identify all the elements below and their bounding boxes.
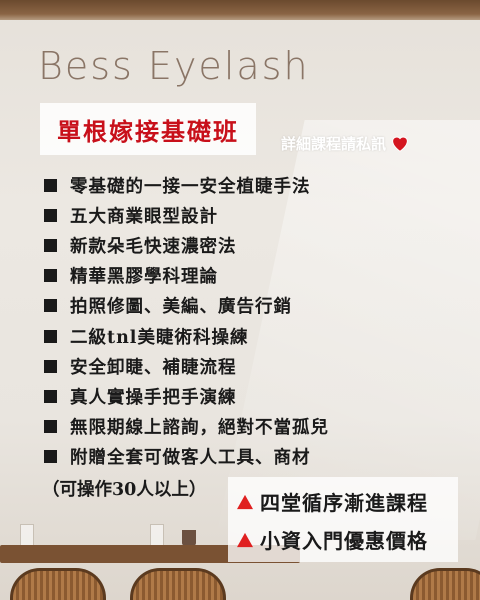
square-bullet-icon	[44, 329, 57, 343]
list-item: 五大商業眼型設計	[44, 200, 329, 230]
feature-text: 新款朵毛快速濃密法	[70, 236, 237, 257]
promo-text: 小資入門優惠價格	[260, 529, 428, 553]
list-item: 附贈全套可做客人工具、商材	[44, 442, 329, 472]
square-bullet-icon	[44, 238, 57, 252]
square-bullet-icon	[44, 208, 57, 222]
feature-text: 精華黑膠學科理論	[70, 267, 218, 288]
square-bullet-icon	[44, 359, 57, 373]
list-item: 安全卸睫、補睫流程	[44, 351, 329, 381]
promo-line: 小資入門優惠價格	[236, 525, 428, 554]
rattan-chair	[410, 568, 480, 600]
course-title: 單根嫁接基礎班	[57, 116, 239, 146]
list-item: 零基礎的一接一安全植睫手法	[44, 170, 329, 200]
feature-text: 附贈全套可做客人工具、商材	[70, 448, 311, 469]
feature-text: 零基礎的一接一安全植睫手法	[70, 176, 311, 197]
square-bullet-icon	[44, 450, 57, 464]
list-item: 新款朵毛快速濃密法	[44, 230, 329, 260]
list-item: 二級tnl美睫術科操練	[44, 321, 329, 351]
feature-text: 安全卸睫、補睫流程	[70, 357, 237, 378]
feature-text: 拍照修圖、美編、廣告行銷	[70, 297, 292, 318]
promo-text: 四堂循序漸進課程	[260, 491, 428, 515]
warning-triangle-icon	[237, 494, 253, 509]
coffee-cup	[182, 530, 196, 546]
feature-text: 二級tnl美睫術科操練	[70, 327, 249, 348]
promo-line: 四堂循序漸進課程	[236, 487, 428, 516]
square-bullet-icon	[44, 299, 57, 313]
feature-text: 真人實操手把手演練	[70, 387, 237, 408]
wood-beam	[0, 0, 480, 20]
dm-note: 詳細課程請私訊	[281, 132, 411, 154]
list-item: 拍照修圖、美編、廣告行銷	[44, 291, 329, 321]
cafe-table	[0, 545, 300, 563]
list-item: 精華黑膠學科理論	[44, 261, 329, 291]
square-bullet-icon	[44, 389, 57, 403]
heart-icon	[392, 136, 408, 152]
capacity-note: （可操作30人以上）	[42, 480, 207, 500]
list-item: 無限期線上諮詢，絕對不當孤兒	[44, 412, 329, 442]
rattan-chair	[130, 568, 226, 600]
feature-list: 零基礎的一接一安全植睫手法 五大商業眼型設計 新款朵毛快速濃密法 精華黑膠學科理…	[44, 170, 329, 472]
promo-box: 四堂循序漸進課程 小資入門優惠價格	[228, 477, 458, 562]
feature-text: 無限期線上諮詢，絕對不當孤兒	[70, 418, 329, 439]
dm-text: 詳細課程請私訊	[281, 134, 387, 153]
square-bullet-icon	[44, 178, 57, 192]
feature-text: 五大商業眼型設計	[70, 206, 218, 227]
warning-triangle-icon	[237, 532, 253, 547]
rattan-chair	[10, 568, 106, 600]
square-bullet-icon	[44, 269, 57, 283]
brand-name: Bess Eyelash	[38, 44, 310, 88]
title-box: 單根嫁接基礎班	[40, 103, 256, 155]
square-bullet-icon	[44, 420, 57, 434]
list-item: 真人實操手把手演練	[44, 381, 329, 411]
